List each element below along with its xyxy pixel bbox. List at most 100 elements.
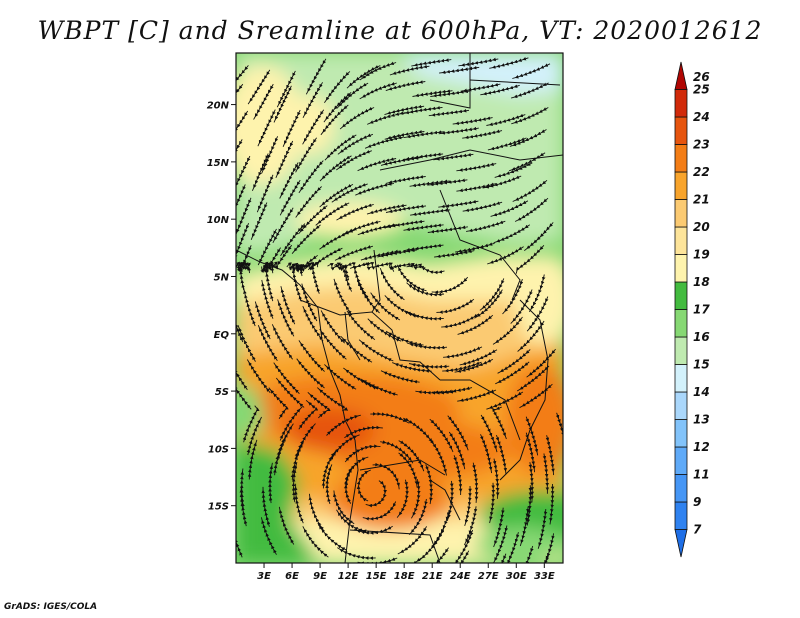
streamline: [428, 108, 470, 117]
streamline: [359, 61, 397, 81]
streamline: [403, 417, 435, 445]
streamline: [511, 107, 549, 125]
streamline: [317, 522, 348, 551]
streamline: [479, 434, 493, 474]
colorbar-segment: [674, 309, 688, 338]
streamline: [438, 126, 479, 135]
streamline: [425, 464, 434, 505]
colorbar-label: 22: [693, 165, 710, 179]
streamline: [431, 276, 469, 294]
streamline: [339, 106, 375, 130]
streamline: [495, 361, 530, 385]
streamline: [239, 486, 248, 527]
streamline: [518, 545, 534, 563]
streamline: [489, 482, 496, 524]
streamline: [289, 265, 303, 302]
streamline: [453, 455, 463, 496]
streamline: [514, 197, 549, 222]
streamline: [336, 203, 374, 221]
lon-tick-label: 6E: [285, 571, 299, 582]
streamline: [505, 532, 520, 563]
streamline: [392, 362, 432, 373]
streamline: [253, 83, 274, 120]
streamline: [489, 57, 529, 69]
colorbar-label: 25: [693, 83, 710, 97]
streamline: [515, 245, 545, 274]
streamline: [304, 262, 321, 294]
streamline: [436, 298, 475, 314]
streamline: [542, 453, 550, 494]
colorbar-label: 17: [693, 303, 710, 317]
streamline: [257, 228, 277, 266]
streamline: [487, 553, 507, 563]
streamline: [480, 414, 498, 453]
streamline: [282, 109, 301, 147]
streamline: [431, 386, 473, 394]
streamline: [344, 425, 383, 439]
streamline: [372, 462, 400, 490]
streamline: [379, 267, 405, 301]
streamline: [385, 175, 426, 184]
streamline: [268, 462, 274, 504]
streamline: [296, 358, 325, 389]
lat-tick-label: 15N: [207, 158, 230, 169]
lat-tick-label: 20N: [207, 101, 230, 112]
streamline: [291, 224, 321, 254]
lat-tick-label: EQ: [214, 330, 230, 341]
colorbar-segment: [674, 281, 688, 310]
colorbar-segment: [674, 199, 688, 228]
streamline: [246, 359, 271, 394]
colorbar-label: 24: [693, 110, 710, 124]
colorbar-segment: [674, 116, 688, 145]
colorbar-label: 23: [693, 138, 710, 152]
streamline: [236, 83, 244, 114]
streamline: [398, 452, 419, 488]
colorbar-segment: [674, 501, 688, 530]
streamline: [472, 462, 479, 503]
streamline: [236, 139, 243, 172]
streamline: [257, 109, 276, 147]
lon-tick-label: 21E: [422, 571, 443, 582]
streamline: [236, 223, 250, 259]
grads-credit: GrADS: IGES/COLA: [4, 602, 98, 612]
streamline: [493, 224, 531, 244]
colorbar-segment: [674, 226, 688, 255]
streamline: [236, 378, 252, 410]
lon-tick-label: 33E: [534, 571, 555, 582]
streamline: [370, 412, 410, 424]
streamline: [402, 105, 443, 115]
streamline: [519, 383, 553, 409]
streamline: [482, 175, 522, 189]
streamline: [537, 509, 548, 549]
streamline: [271, 324, 293, 360]
colorbar-label: 15: [693, 358, 710, 372]
streamline: [237, 325, 256, 362]
streamline: [319, 328, 347, 360]
streamline: [243, 287, 256, 327]
streamline: [447, 415, 469, 451]
streamline: [446, 550, 470, 563]
streamline: [403, 130, 445, 139]
streamline: [384, 219, 425, 229]
lon-tick-label: 3E: [257, 571, 271, 582]
streamline: [427, 178, 468, 187]
streamline: [455, 242, 495, 253]
streamline: [260, 517, 277, 555]
streamline: [466, 220, 506, 233]
streamline: [307, 247, 343, 271]
streamline: [456, 162, 497, 172]
streamline: [454, 358, 494, 373]
colorbar-segment: [674, 171, 688, 200]
streamline: [293, 483, 304, 524]
streamline: [404, 310, 444, 321]
streamline: [457, 314, 494, 335]
colorbar-segment: [674, 446, 688, 475]
lon-tick-label: 27E: [478, 571, 499, 582]
colorbar-label: 11: [693, 468, 710, 482]
streamline: [509, 129, 547, 147]
streamline: [519, 506, 530, 547]
streamline: [396, 479, 409, 518]
streamline: [295, 186, 322, 218]
streamline: [462, 129, 503, 140]
